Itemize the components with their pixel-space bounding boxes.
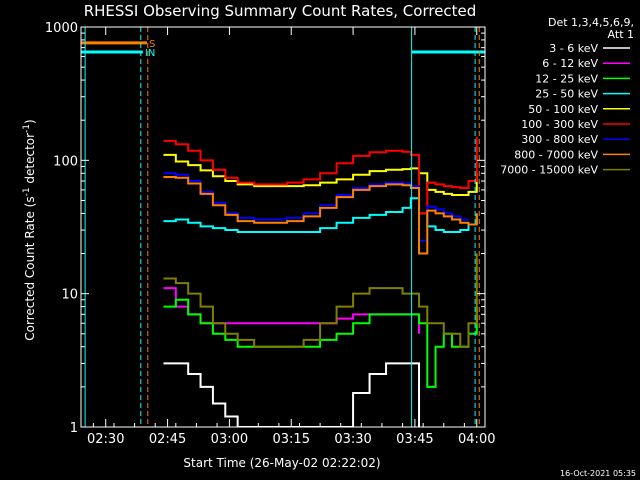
y-tick-label: 1 xyxy=(70,421,78,436)
flag-s-label: S xyxy=(149,39,155,50)
y-tick-label: 100 xyxy=(53,154,78,169)
y-axis-label: Corrected Count Rate (s-1 detector-1) xyxy=(22,119,37,340)
legend-label: 800 - 7000 keV xyxy=(514,148,598,161)
legend-label: 6 - 12 keV xyxy=(542,57,598,70)
series-line-3 xyxy=(163,197,478,234)
series-line-8 xyxy=(163,253,478,348)
plot-area: SIN xyxy=(80,26,486,428)
x-tick-label: 02:45 xyxy=(149,432,186,447)
legend-header-line1: Det 1,3,4,5,6,9, xyxy=(548,16,634,29)
timestamp: 16-Oct-2021 05:35 xyxy=(560,469,636,478)
plot-frame xyxy=(80,26,486,428)
legend: Det 1,3,4,5,6,9, Att 1 3 - 6 keV 6 - 12 k… xyxy=(500,16,634,177)
x-tick-label: 03:30 xyxy=(334,432,371,447)
series-line-0 xyxy=(163,362,421,427)
x-tick-label: 04:00 xyxy=(458,432,495,447)
y-tick-label: 1000 xyxy=(45,21,78,36)
x-axis-label: Start Time (26-May-02 02:22:02) xyxy=(183,456,380,470)
y-tick-label: 10 xyxy=(61,288,78,303)
legend-label: 100 - 300 keV xyxy=(521,118,598,131)
x-tick-label: 03:00 xyxy=(211,432,248,447)
series-line-5 xyxy=(163,136,478,215)
chart-title: RHESSI Observing Summary Count Rates, Co… xyxy=(84,2,477,20)
series-line-7 xyxy=(163,175,478,255)
series-line-4 xyxy=(163,153,478,196)
x-tick-label: 03:15 xyxy=(273,432,310,447)
legend-label: 3 - 6 keV xyxy=(549,42,598,55)
x-tick-label: 03:45 xyxy=(396,432,433,447)
legend-label: 12 - 25 keV xyxy=(535,72,598,85)
x-tick-label: 02:30 xyxy=(87,432,124,447)
legend-label: 50 - 100 keV xyxy=(528,103,598,116)
flag-in-label: IN xyxy=(145,48,155,59)
legend-label: 300 - 800 keV xyxy=(521,133,598,146)
legend-label: 25 - 50 keV xyxy=(535,88,598,101)
legend-label: 7000 - 15000 keV xyxy=(500,164,598,177)
legend-header-line2: Att 1 xyxy=(608,28,634,41)
